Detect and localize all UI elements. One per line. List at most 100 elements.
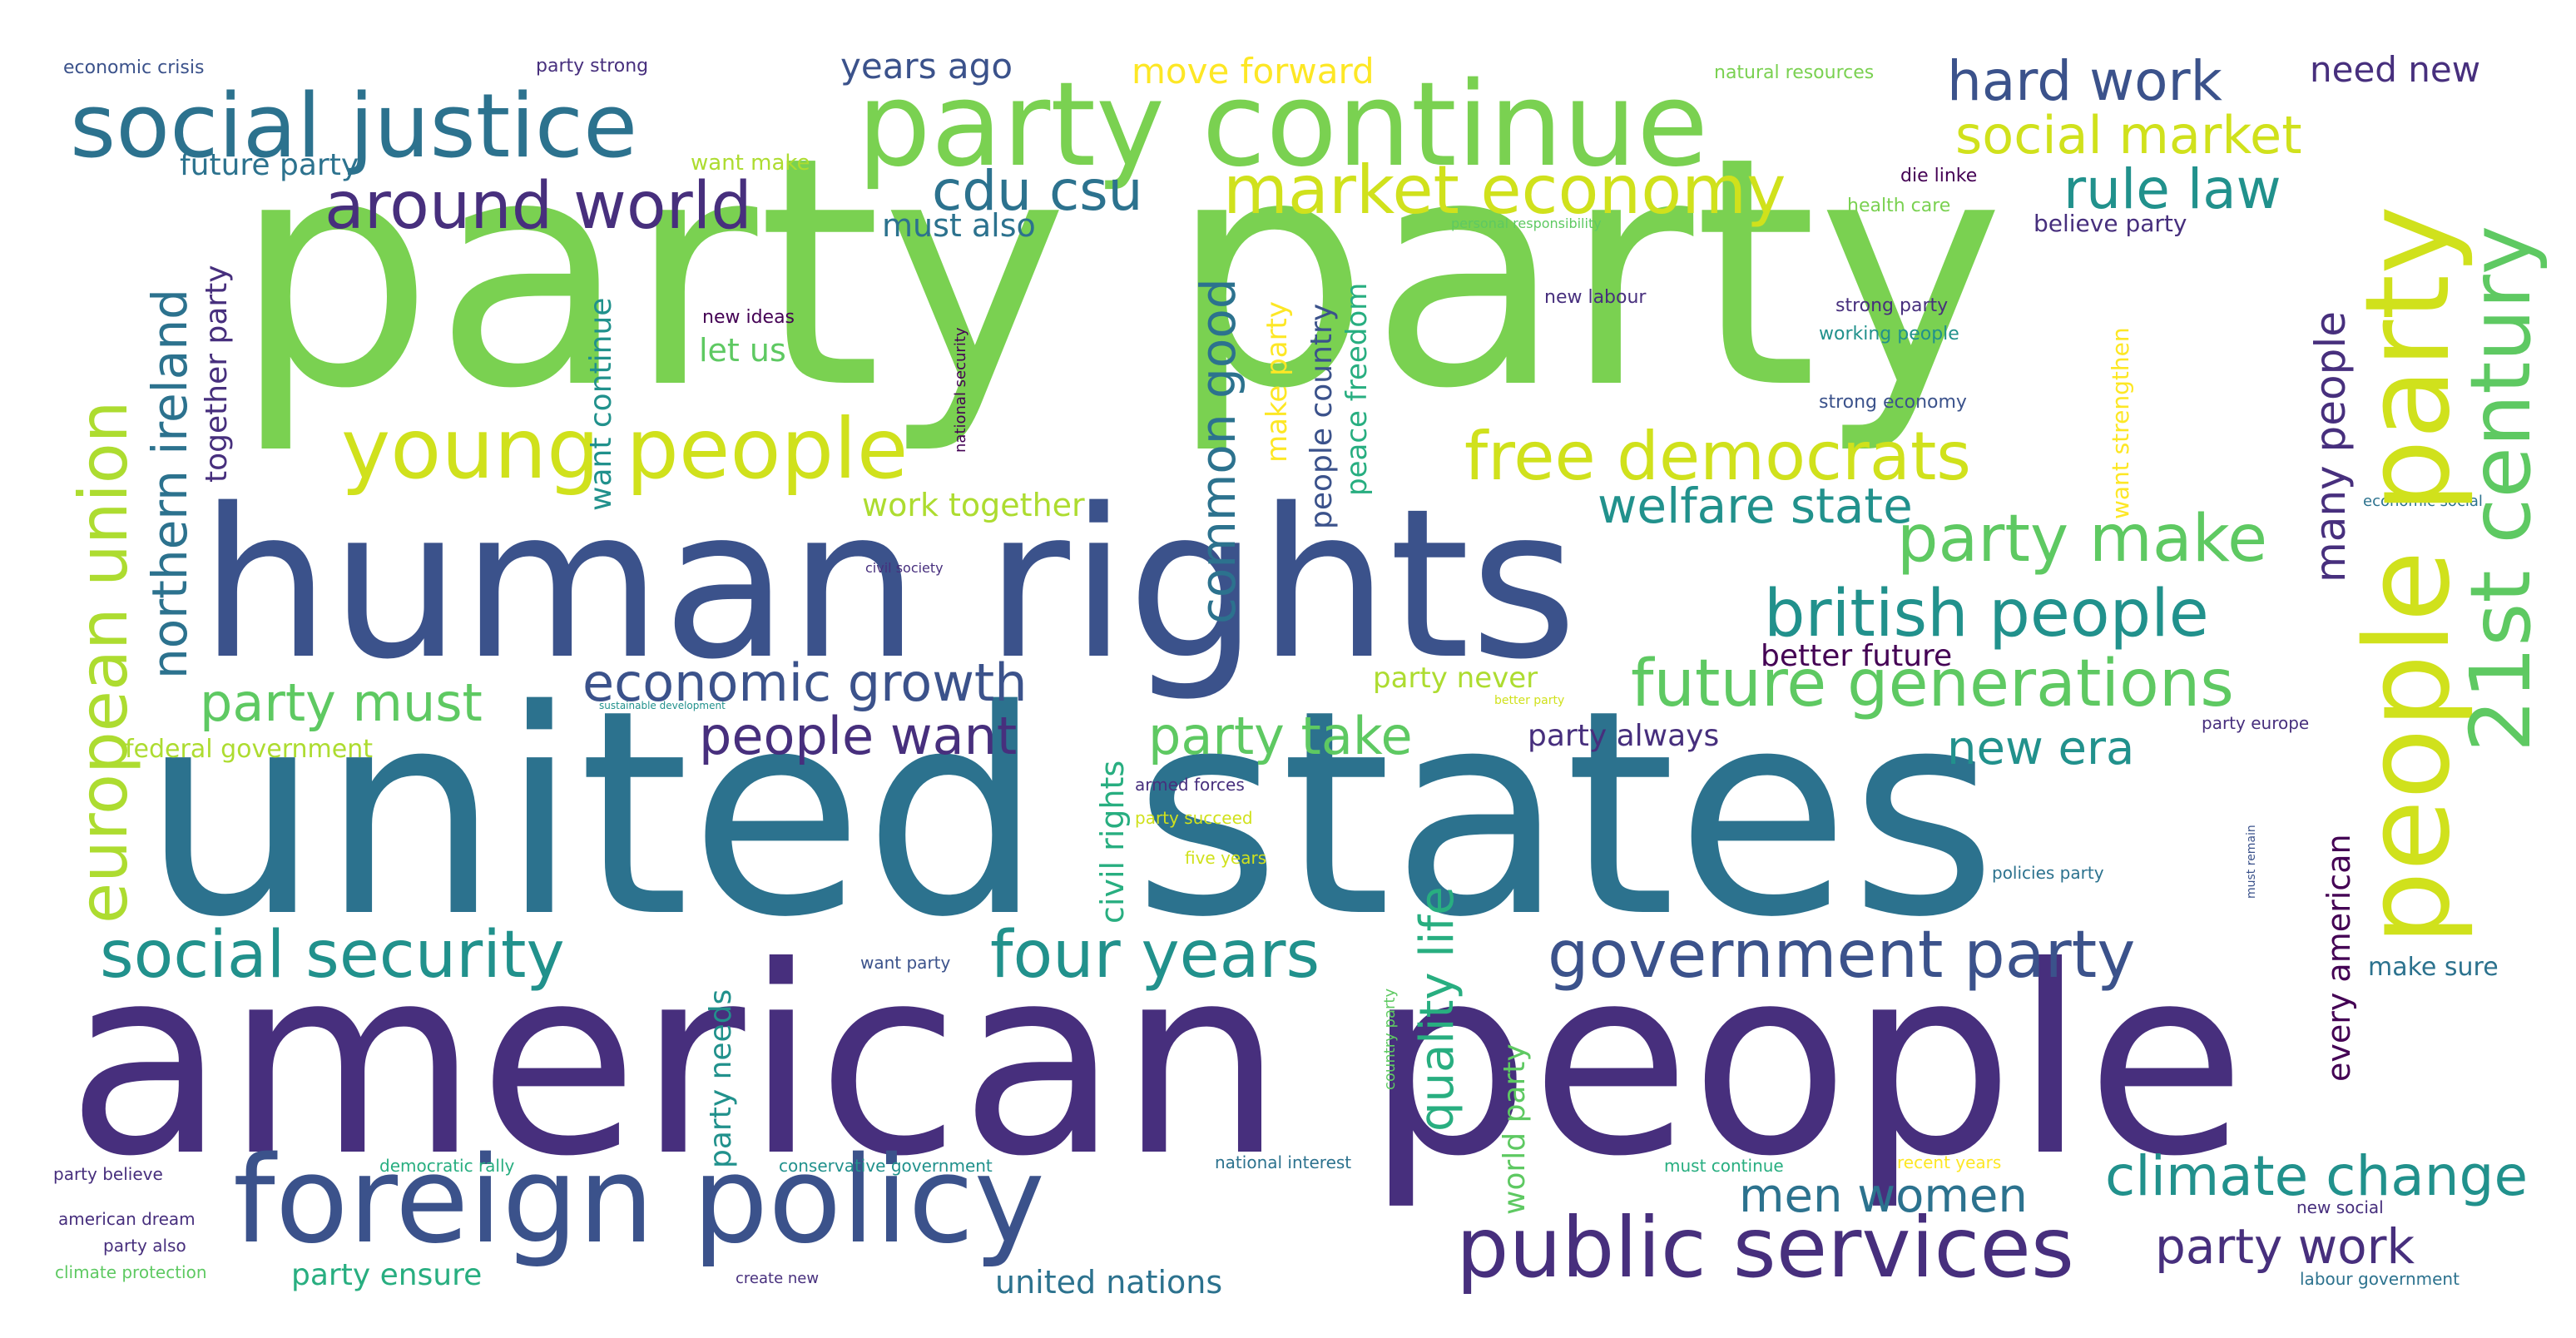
word: strong party [1835,295,1949,316]
word: economic social [2363,494,2483,511]
word: country party [1383,988,1399,1090]
word: public services [1456,1200,2074,1296]
word: social justice [70,77,638,178]
word: climate change [2105,1143,2529,1208]
word: party also [103,1238,186,1256]
word: men women [1739,1168,2028,1223]
word: must also [882,208,1036,245]
word: government party [1548,919,2136,994]
word: world party [1498,1043,1533,1215]
word: need new [2310,50,2481,90]
word: new social [2296,1200,2384,1218]
word: better party [1494,694,1565,707]
word: foreign policy [233,1130,1045,1270]
word: let us [699,333,786,369]
word: party work [2155,1218,2415,1275]
word: people country [1305,303,1340,529]
word: market economy [1223,153,1786,230]
word: make party [1261,300,1295,463]
word: united states [141,651,1998,980]
word: american dream [58,1212,196,1230]
word: party must [200,674,483,734]
word: party continue [857,57,1709,193]
word: want strengthen [2108,327,2135,519]
word: party succeed [1135,810,1253,829]
word: party strong [536,55,649,77]
word: every american [2321,834,2358,1082]
word: national security [954,327,970,453]
word: new labour [1544,286,1647,308]
word: common good [1190,278,1246,624]
word: democratic rally [379,1158,515,1177]
word: people want [699,707,1018,767]
word: united nations [995,1265,1223,1301]
word: working people [1819,323,1959,344]
word: european union [67,400,143,924]
word: american people [67,910,2247,1213]
word: social market [1955,107,2302,166]
word: future party [180,148,359,183]
word: policies party [1992,865,2104,884]
word: 21st century [2453,225,2549,752]
word: party party [233,90,2005,458]
word: believe party [2034,211,2187,238]
word: work together [862,488,1085,524]
word: economic crisis [63,57,205,78]
word: want make [691,151,810,176]
word: years ago [840,47,1013,87]
word: climate protection [55,1265,207,1283]
word: human rights [200,466,1578,706]
word: make sure [2368,952,2499,982]
word: better future [1761,639,1953,674]
word: health care [1847,195,1951,216]
word: five years [1185,850,1267,869]
word: economic growth [582,654,1028,714]
word: new era [1947,721,2135,776]
word: sustainable development [599,701,726,712]
word: party believe [53,1167,163,1185]
word: new ideas [702,306,795,328]
word: civil society [865,561,944,576]
word: peace freedom [1341,282,1375,496]
word: people party [2340,205,2476,945]
word: social security [100,919,565,994]
word: rule law [2063,156,2281,221]
word: many people [2306,310,2355,582]
word: together party [200,265,235,483]
word: want continue [584,297,619,511]
word: party never [1373,662,1538,696]
word: young people [341,401,909,498]
word: national interest [1215,1155,1352,1173]
word: party always [1528,719,1720,754]
word: four years [990,919,1320,994]
word: around world [324,170,752,245]
word: party needs [704,989,739,1168]
word: british people [1764,577,2209,652]
word: party take [1148,707,1413,767]
word: must continue [1664,1158,1784,1177]
word: party make [1897,503,2268,577]
word: natural resources [1714,62,1875,83]
word: want party [860,955,951,974]
word: must remain [2245,825,2258,899]
word: armed forces [1135,777,1245,795]
word: personal responsibility [1451,216,1602,231]
word: welfare state [1598,478,1913,534]
word: hard work [1947,48,2222,113]
word: cdu csu [932,158,1143,223]
word: party europe [2202,716,2310,734]
word: party ensure [291,1258,483,1293]
word: die linke [1900,165,1978,186]
word: create new [736,1271,820,1288]
word: quality life [1409,886,1464,1132]
word: northern ireland [141,289,198,679]
word: labour government [2300,1271,2460,1290]
word: move forward [1132,52,1375,92]
word: conservative government [779,1158,993,1177]
word: recent years [1897,1155,2002,1173]
word: free democrats [1464,419,1971,496]
word: federal government [125,734,373,764]
word: strong economy [1819,391,1967,413]
word: civil rights [1095,760,1132,924]
